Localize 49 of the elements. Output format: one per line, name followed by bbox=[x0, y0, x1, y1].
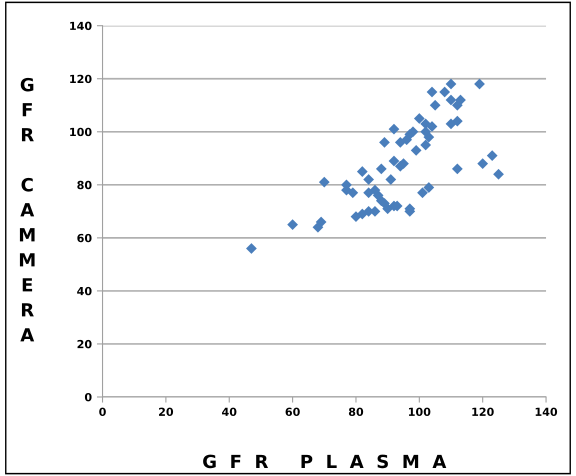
point bbox=[426, 86, 438, 98]
y-tick-label: 100 bbox=[70, 128, 92, 136]
point bbox=[430, 100, 441, 111]
point bbox=[363, 174, 374, 185]
point bbox=[414, 113, 425, 124]
point bbox=[455, 94, 466, 106]
point bbox=[439, 86, 450, 98]
point bbox=[318, 176, 330, 188]
point bbox=[423, 182, 434, 193]
point bbox=[493, 168, 504, 180]
point bbox=[446, 78, 456, 90]
point bbox=[388, 156, 400, 166]
y-tick-label: 120 bbox=[70, 74, 92, 84]
point bbox=[410, 144, 422, 156]
y-tick-label: 60 bbox=[77, 234, 92, 242]
point bbox=[356, 166, 368, 177]
point bbox=[287, 219, 298, 230]
point bbox=[477, 158, 488, 169]
x-tick-label: 120 bbox=[472, 408, 494, 416]
point bbox=[385, 174, 396, 185]
x-tick-label: 40 bbox=[222, 408, 236, 416]
point bbox=[316, 216, 326, 228]
y-tick-label: 40 bbox=[77, 286, 92, 296]
x-tick-label: 100 bbox=[408, 408, 430, 416]
text: GFR CAMMERA bbox=[20, 78, 35, 342]
point bbox=[388, 124, 400, 135]
x-tick-label: 80 bbox=[348, 408, 364, 416]
point bbox=[420, 140, 432, 150]
point bbox=[246, 243, 257, 254]
y-tick-label: 0 bbox=[84, 392, 92, 402]
x-tick-label: 20 bbox=[159, 408, 174, 416]
point bbox=[474, 78, 485, 90]
x-tick-label: 0 bbox=[99, 408, 106, 416]
point bbox=[452, 116, 463, 127]
point bbox=[376, 164, 387, 174]
y-tick-label: 140 bbox=[70, 22, 92, 30]
point bbox=[446, 94, 456, 106]
point bbox=[347, 187, 358, 198]
y-tick-label: 80 bbox=[77, 180, 92, 190]
y-tick-label: 20 bbox=[78, 340, 92, 348]
point bbox=[423, 132, 434, 142]
point bbox=[379, 137, 390, 148]
x-tick-label: 60 bbox=[286, 408, 300, 416]
x-axis-title: G F R P L A S M A bbox=[203, 454, 446, 468]
x-tick-label: 140 bbox=[536, 408, 558, 416]
point bbox=[417, 187, 428, 198]
point bbox=[426, 121, 438, 132]
point bbox=[452, 164, 463, 174]
point bbox=[486, 150, 498, 162]
